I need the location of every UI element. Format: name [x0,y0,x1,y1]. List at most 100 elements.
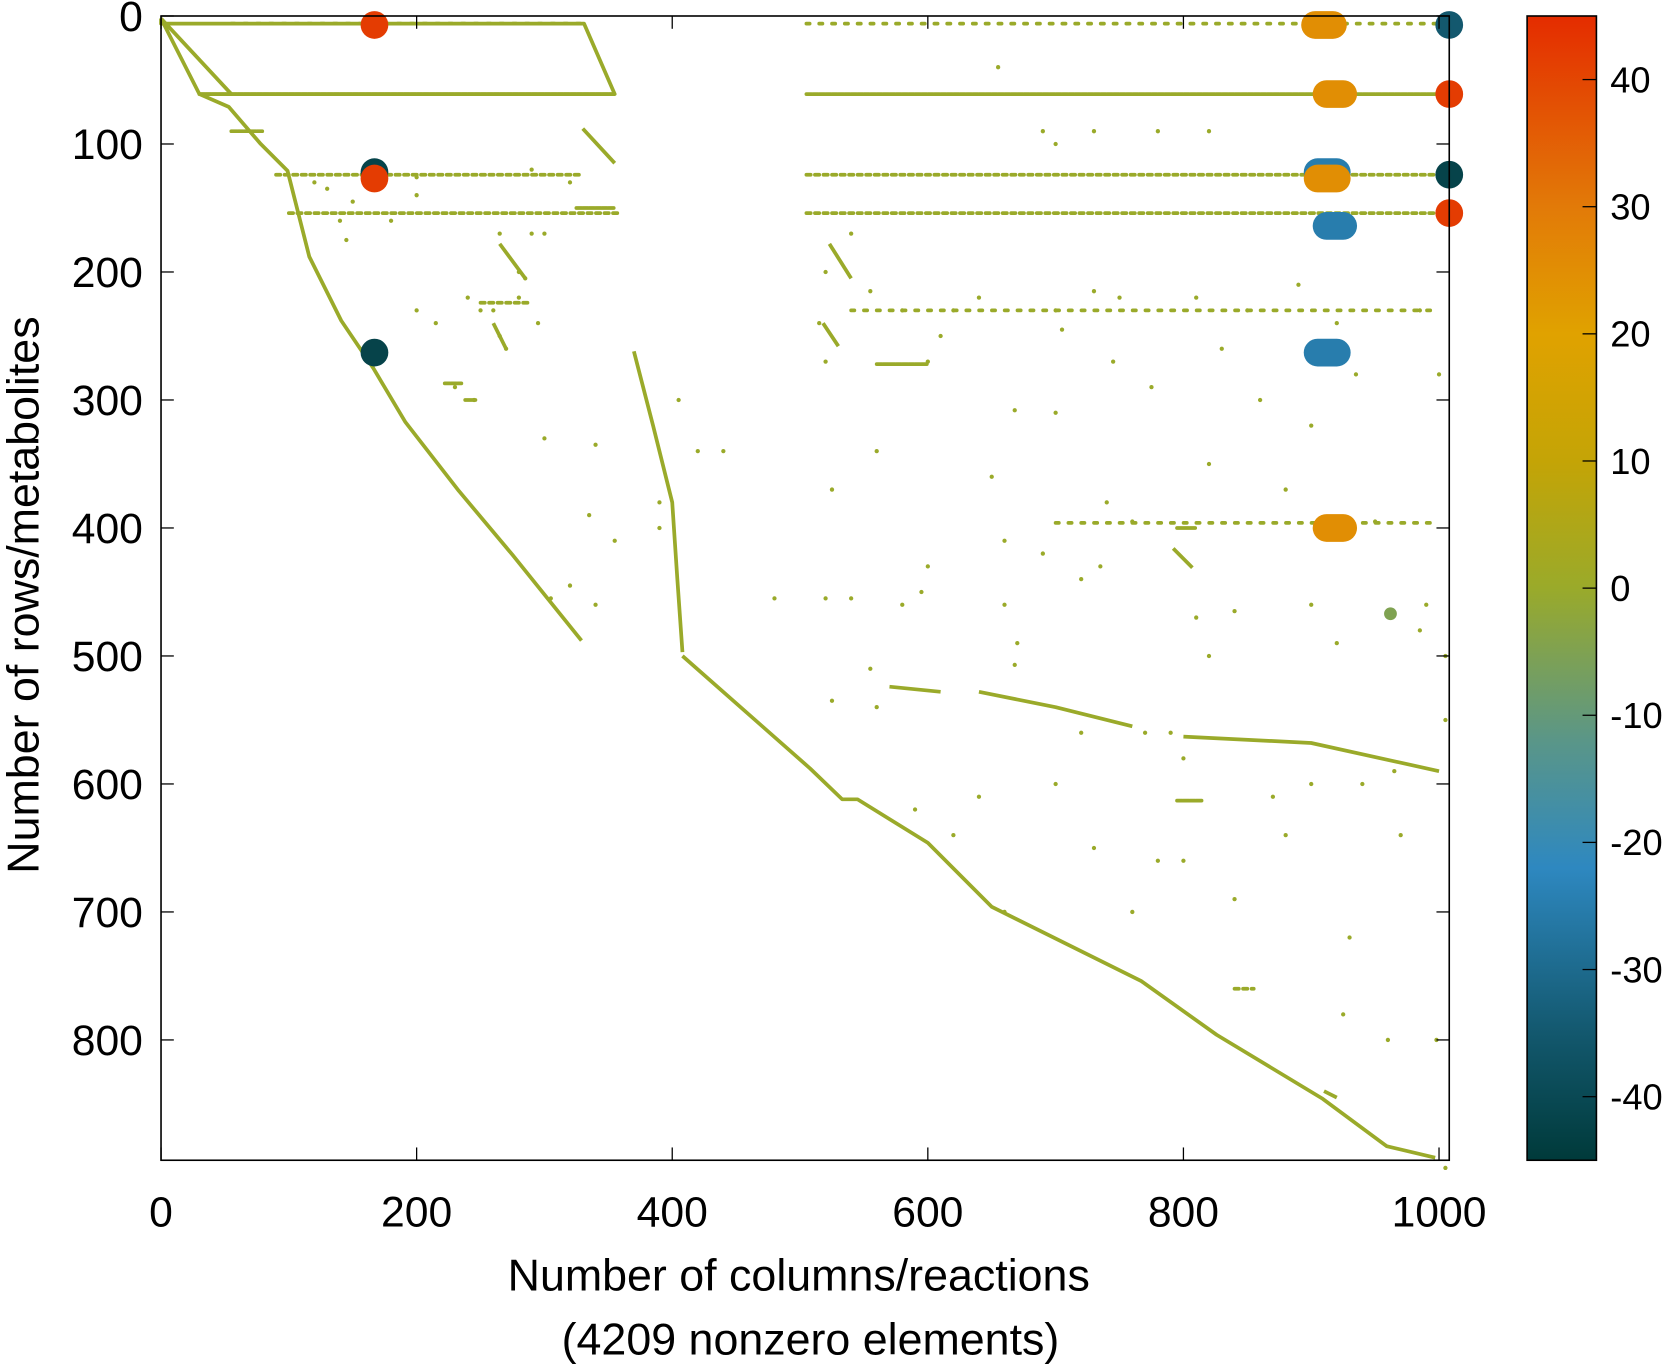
plot-marks [159,11,1464,1171]
nonzero-point [1098,564,1103,569]
nonzero-point [772,596,777,601]
nonzero-point [1053,141,1058,147]
y-tick-label: 800 [72,1017,143,1065]
nonzero-point [1194,615,1199,620]
nonzero-point [388,218,394,223]
nonzero-point [1232,609,1237,614]
nonzero-point [1257,397,1263,403]
colorbar-tick-label: -10 [1610,695,1662,736]
nonzero-point [1309,423,1314,428]
nonzero-path [159,18,617,96]
nonzero-point [497,333,502,339]
nonzero-path [827,242,853,280]
nonzero-point [587,513,592,518]
x-axis: 0 200 400 600 800 1000 [149,15,1487,1236]
nonzero-point [529,231,534,236]
nonzero-point [976,295,982,300]
nonzero-path [1323,1089,1338,1100]
large-entry [360,338,389,367]
nonzero-point [823,359,828,364]
nonzero-point [874,705,879,710]
nonzero-point [1012,662,1017,668]
y-tick-label: 0 [119,0,143,41]
nonzero-point [1424,602,1429,607]
nonzero-point [919,589,924,595]
colorbar-tick-label: 0 [1610,568,1630,609]
nonzero-point [535,321,541,326]
nonzero-path [159,17,583,642]
nonzero-point [1002,602,1007,607]
nonzero-point [1296,282,1301,287]
colorbar-tick-label: 10 [1610,441,1650,482]
y-tick-label: 500 [72,633,143,681]
nonzero-point [567,583,573,588]
nonzero-point [657,500,662,505]
nonzero-point [829,487,835,492]
nonzero-point [1053,781,1058,787]
nonzero-point [900,602,905,607]
nonzero-point [925,564,930,569]
nonzero-point [1309,602,1314,607]
nonzero-point [1270,794,1276,799]
nonzero-point [938,333,943,339]
nonzero-point [1443,1165,1448,1171]
nonzero-point [465,295,470,300]
nonzero-path [159,17,233,96]
nonzero-point [1206,653,1212,659]
nonzero-point [868,666,873,671]
nonzero-point [1194,295,1199,300]
nonzero-point [593,442,598,447]
colorbar-tick-label: -20 [1610,822,1662,863]
nonzero-point [1002,909,1007,915]
nonzero-point [1385,1037,1391,1043]
nonzero-point [829,698,835,703]
nonzero-point [823,596,828,601]
nonzero-point [1168,730,1173,735]
nonzero-point [1353,372,1359,377]
nonzero-point [823,269,828,275]
nonzero-point [1283,487,1288,492]
nonzero-point [721,449,726,454]
nonzero-point [1130,519,1135,524]
nonzero-point [1436,372,1442,377]
nonzero-point [325,186,330,191]
nonzero-point [350,199,355,204]
nonzero-path [889,684,941,694]
nonzero-point [1012,408,1017,413]
nonzero-point [976,794,982,799]
nonzero-point [868,289,873,294]
x-tick-label: 200 [381,1188,452,1236]
nonzero-point [1155,129,1161,134]
x-tick-label: 600 [892,1188,963,1236]
nonzero-point [1053,308,1058,313]
nonzero-point [900,308,905,313]
nonzero-point [472,397,477,403]
nonzero-point [1334,641,1339,646]
x-tick-label: 0 [149,1188,173,1236]
nonzero-point [452,385,458,390]
nonzero-point [1130,909,1135,915]
nonzero-point [1059,327,1065,332]
nonzero-point [414,308,419,313]
x-tick-label: 1000 [1392,1188,1487,1236]
nonzero-point [951,833,956,838]
nonzero-point [925,359,930,364]
nonzero-point [491,308,496,313]
nonzero-point [542,231,547,236]
y-tick-label: 700 [72,889,143,937]
nonzero-point [1392,769,1397,774]
nonzero-point [1079,730,1084,735]
nonzero-point [1181,858,1186,863]
nonzero-point [1155,858,1161,863]
nonzero-path [1171,547,1194,569]
nonzero-point [1309,781,1314,787]
nonzero-point [414,193,419,198]
large-entry [360,164,389,193]
nonzero-point [1372,519,1378,524]
nonzero-point [1079,577,1084,582]
x-axis-sublabel: (4209 nonzero elements) [562,1314,1060,1364]
y-tick-label: 200 [72,249,143,297]
plot-frame [160,15,1451,1162]
nonzero-path [681,654,1436,1160]
